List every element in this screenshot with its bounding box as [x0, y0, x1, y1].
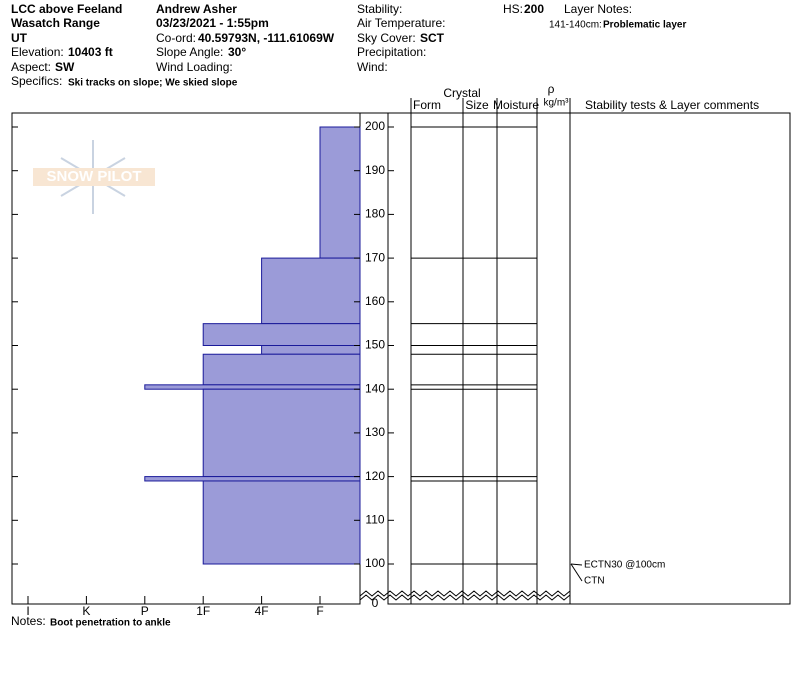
- layer-notes-label: Layer Notes:: [564, 2, 632, 16]
- y-tick-label: 110: [365, 512, 384, 526]
- coord: 40.59793N, -111.61069W: [198, 31, 335, 45]
- notes-label: Notes:: [11, 614, 46, 628]
- specifics: Ski tracks on slope; We skied slope: [68, 78, 238, 89]
- range: Wasatch Range: [11, 16, 100, 30]
- layer-note-range: 141-140cm:: [549, 20, 602, 31]
- col-comments: Stability tests & Layer comments: [585, 98, 759, 112]
- observer: Andrew Asher: [156, 2, 237, 16]
- slope: 30°: [228, 45, 246, 59]
- notes: Boot penetration to ankle: [50, 618, 171, 629]
- col-size: Size: [465, 98, 489, 112]
- col-form: Form: [413, 98, 441, 112]
- specifics-label: Specifics:: [11, 74, 62, 88]
- layer: [261, 345, 361, 355]
- state: UT: [11, 31, 28, 45]
- x-tick-label: 1F: [196, 604, 210, 618]
- layer: [202, 480, 361, 565]
- location: LCC above Feeland: [11, 2, 122, 16]
- sky: SCT: [420, 31, 445, 45]
- x-tick-label: F: [316, 604, 323, 618]
- x-tick-label: P: [141, 604, 149, 618]
- y-tick-label: 170: [365, 250, 385, 264]
- layer: [261, 257, 361, 325]
- layer: [319, 126, 361, 259]
- y-tick-label: 0: [372, 596, 379, 610]
- precipitation: Precipitation:: [357, 45, 426, 59]
- y-tick-label: 180: [365, 207, 385, 221]
- aspect-label: Aspect:: [11, 60, 51, 74]
- stability: Stability:: [357, 2, 402, 16]
- y-tick-label: 200: [365, 119, 385, 133]
- test-arrow: [570, 563, 583, 582]
- wind-loading: Wind Loading:: [156, 60, 233, 74]
- col-density: kg/m³: [544, 98, 570, 109]
- layer: [144, 384, 361, 390]
- test-arrow: [570, 563, 583, 566]
- elevation: 10403 ft: [68, 45, 113, 59]
- layer: [202, 323, 361, 346]
- column-lines: [360, 98, 571, 604]
- coord-label: Co-ord:: [156, 31, 196, 45]
- col-crystal: Crystal: [443, 86, 480, 100]
- y-tick-label: 120: [365, 469, 385, 483]
- hs: 200: [524, 2, 544, 16]
- layer: [144, 476, 361, 482]
- y-tick-label: 140: [365, 381, 385, 395]
- test-label: ECTN30 @100cm: [584, 560, 665, 571]
- test-label: CTN: [584, 576, 605, 587]
- col-rho: ρ: [548, 82, 555, 96]
- grid-frame: [387, 112, 791, 605]
- logo: SNOW PILOT: [33, 140, 155, 214]
- y-tick-label: 150: [365, 338, 385, 352]
- air-temp: Air Temperature:: [357, 16, 445, 30]
- aspect: SW: [55, 60, 75, 74]
- y-tick-label: 130: [365, 425, 385, 439]
- y-tick-label: 160: [365, 294, 385, 308]
- axis-break: [359, 590, 571, 597]
- logo-text: SNOW PILOT: [47, 168, 142, 185]
- datetime: 03/23/2021 - 1:55pm: [156, 16, 269, 30]
- x-tick-label: 4F: [255, 604, 269, 618]
- hs-label: HS:: [503, 2, 523, 16]
- x-tick-label: K: [82, 604, 90, 618]
- wind: Wind:: [357, 60, 388, 74]
- layer-note: Problematic layer: [603, 20, 686, 31]
- x-tick-label: I: [26, 604, 29, 618]
- y-tick-label: 100: [365, 556, 385, 570]
- layer: [202, 388, 361, 478]
- col-moisture: Moisture: [493, 98, 539, 112]
- elevation-label: Elevation:: [11, 45, 64, 59]
- layer: [202, 353, 361, 386]
- y-tick-label: 190: [365, 163, 385, 177]
- slope-label: Slope Angle:: [156, 45, 223, 59]
- axis-break: [359, 594, 571, 601]
- sky-label: Sky Cover:: [357, 31, 416, 45]
